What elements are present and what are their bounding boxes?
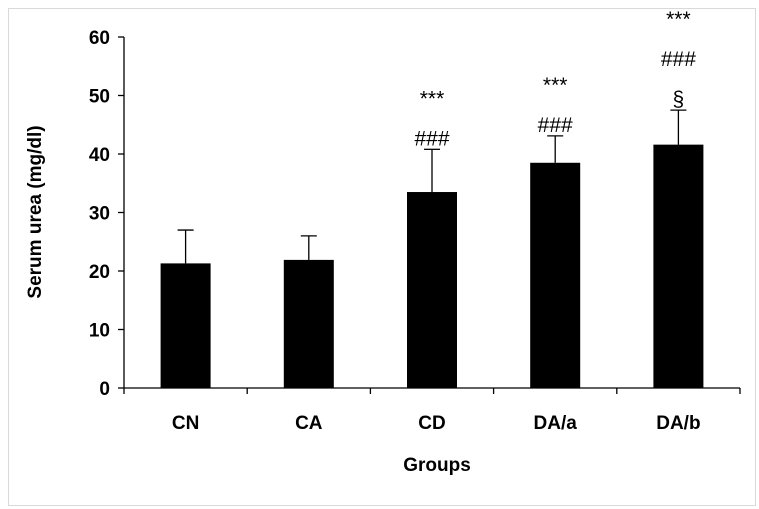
significance-marker: *** (420, 87, 445, 110)
x-axis: CN CA CD DA/a DA/b (123, 387, 741, 434)
x-tick-label: CA (295, 413, 323, 434)
x-tick-label: CD (418, 413, 445, 434)
significance-marker: ### (538, 114, 573, 137)
bar (530, 162, 581, 388)
significance-annotations: *** ### *** ### *** ### § (414, 8, 696, 150)
x-tick-label: DA/b (656, 413, 700, 434)
y-axis: 0 10 20 30 40 50 60 (89, 28, 125, 400)
error-bars (177, 109, 687, 264)
bar (653, 144, 704, 388)
significance-marker: *** (543, 74, 568, 97)
significance-marker: § (673, 88, 685, 111)
y-tick-label: 10 (89, 321, 110, 342)
y-tick-label: 20 (89, 262, 110, 283)
y-tick-label: 60 (89, 28, 110, 49)
bar (283, 259, 334, 388)
y-tick-label: 0 (99, 379, 110, 400)
x-tick-label: DA/a (534, 413, 578, 434)
x-axis-title: Groups (403, 455, 471, 476)
significance-marker: ### (414, 127, 449, 150)
y-tick-label: 30 (89, 204, 110, 225)
bars (160, 144, 704, 388)
significance-marker: ### (661, 48, 696, 71)
bar (160, 263, 211, 388)
y-axis-title: Serum urea (mg/dl) (25, 125, 46, 298)
bar (407, 192, 457, 388)
significance-marker: *** (666, 8, 691, 31)
y-tick-label: 40 (89, 145, 110, 166)
x-tick-label: CN (172, 413, 199, 434)
y-tick-label: 50 (89, 87, 110, 108)
chart-frame (8, 8, 756, 506)
